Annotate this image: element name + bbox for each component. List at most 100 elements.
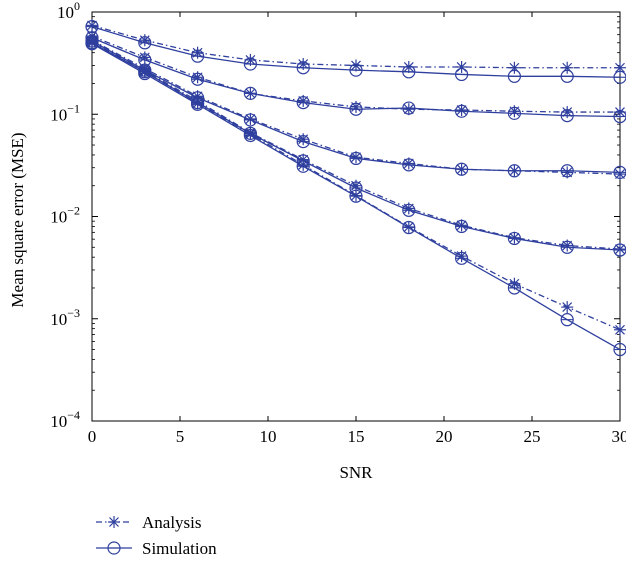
simulation-point (85, 37, 99, 51)
marker-stroke (615, 62, 625, 73)
simulation-point (402, 65, 416, 79)
marker-stroke (403, 158, 414, 169)
x-tick-label: 15 (348, 427, 365, 446)
simulation-point (613, 109, 626, 124)
series-layer (85, 19, 626, 357)
simulation-point (560, 69, 574, 83)
simulation-point (243, 113, 257, 127)
simulation-point (507, 164, 522, 178)
marker-stroke (403, 104, 414, 115)
analysis-point (455, 60, 468, 73)
simulation-point (402, 220, 416, 235)
simulation-point (296, 95, 310, 110)
marker-stroke (509, 232, 520, 243)
x-tick-label: 30 (612, 427, 626, 446)
marker-stroke (109, 517, 119, 527)
simulation-point (560, 240, 574, 254)
simulation-point (191, 97, 205, 111)
x-tick-label: 5 (176, 427, 185, 446)
simulation-point (243, 57, 257, 71)
analysis-point (455, 104, 468, 117)
legend-label: Analysis (142, 513, 202, 532)
simulation-point (560, 313, 574, 327)
plot-frame (91, 11, 621, 422)
marker-stroke (351, 152, 361, 163)
legend-item-analysis: Analysis (96, 513, 202, 532)
y-tick-label: 10−1 (50, 101, 80, 124)
simulation-point (138, 66, 152, 81)
marker-stroke (87, 37, 97, 48)
x-tick-label: 25 (524, 427, 541, 446)
x-tick-label: 0 (88, 427, 97, 446)
analysis-series-2 (86, 30, 626, 119)
analysis-point (244, 112, 257, 125)
simulation-point (296, 135, 310, 149)
analysis-point (614, 323, 626, 336)
analysis-point (561, 301, 574, 314)
plot-area-border (91, 11, 621, 422)
y-tick-label: 100 (57, 0, 80, 22)
y-tick-label: 10−3 (50, 306, 80, 329)
simulation-point (613, 165, 626, 179)
simulation-point (296, 61, 310, 75)
marker-stroke (562, 302, 573, 313)
analysis-point (86, 19, 98, 32)
simulation-point (191, 72, 205, 86)
simulation-point (560, 109, 574, 123)
legend-label: Simulation (142, 539, 217, 558)
simulation-point (455, 251, 469, 265)
legend-simulation-marker (107, 541, 121, 555)
series-line (91, 35, 620, 113)
simulation-point (349, 102, 363, 116)
legend: Analysis Simulation (96, 513, 217, 558)
simulation-point (243, 128, 257, 143)
marker-stroke (615, 244, 625, 255)
y-tick-label: 10−4 (50, 408, 80, 431)
y-axis-label: Mean square error (MSE) (8, 132, 27, 307)
x-axis-label: SNR (339, 463, 373, 482)
series-line (91, 42, 621, 251)
x-tick-label: 20 (436, 427, 453, 446)
legend-analysis-marker (108, 516, 120, 528)
simulation-point (507, 281, 522, 295)
simulation-point (560, 164, 574, 178)
simulation-point (296, 159, 310, 173)
simulation-point (613, 70, 626, 84)
simulation-point (402, 203, 416, 217)
marker-stroke (245, 129, 256, 139)
marker-stroke (615, 107, 625, 118)
simulation-point (613, 243, 626, 257)
simulation-point (402, 101, 416, 115)
legend-item-simulation: Simulation (96, 539, 217, 558)
x-axis: 0 5 10 15 20 25 30 (88, 12, 626, 446)
marker-stroke (245, 114, 256, 124)
simulation-series-5 (85, 37, 626, 357)
simulation-point (507, 231, 522, 246)
simulation-point (349, 189, 363, 203)
marker-stroke (456, 105, 467, 115)
simulation-point (191, 49, 205, 63)
simulation-point (455, 162, 469, 176)
analysis-series-1 (86, 19, 626, 74)
marker-stroke (192, 98, 203, 109)
simulation-series-1 (85, 19, 626, 84)
analysis-point (614, 243, 626, 256)
marker-stroke (615, 324, 625, 335)
simulation-point (613, 342, 626, 357)
analysis-point (86, 36, 98, 49)
simulation-point (455, 104, 469, 118)
simulation-point (507, 69, 522, 83)
analysis-point (614, 61, 626, 74)
y-axis: 10−4 10−3 10−2 10−1 100 (50, 0, 620, 431)
y-tick-label: 10−2 (50, 204, 80, 227)
simulation-point (455, 219, 469, 234)
series-line (91, 41, 621, 250)
simulation-point (455, 67, 469, 82)
simulation-point (349, 63, 363, 77)
simulation-point (507, 106, 522, 120)
marker-stroke (351, 60, 361, 71)
analysis-point (402, 103, 415, 116)
marker-stroke (403, 62, 414, 72)
analysis-point (402, 157, 415, 170)
